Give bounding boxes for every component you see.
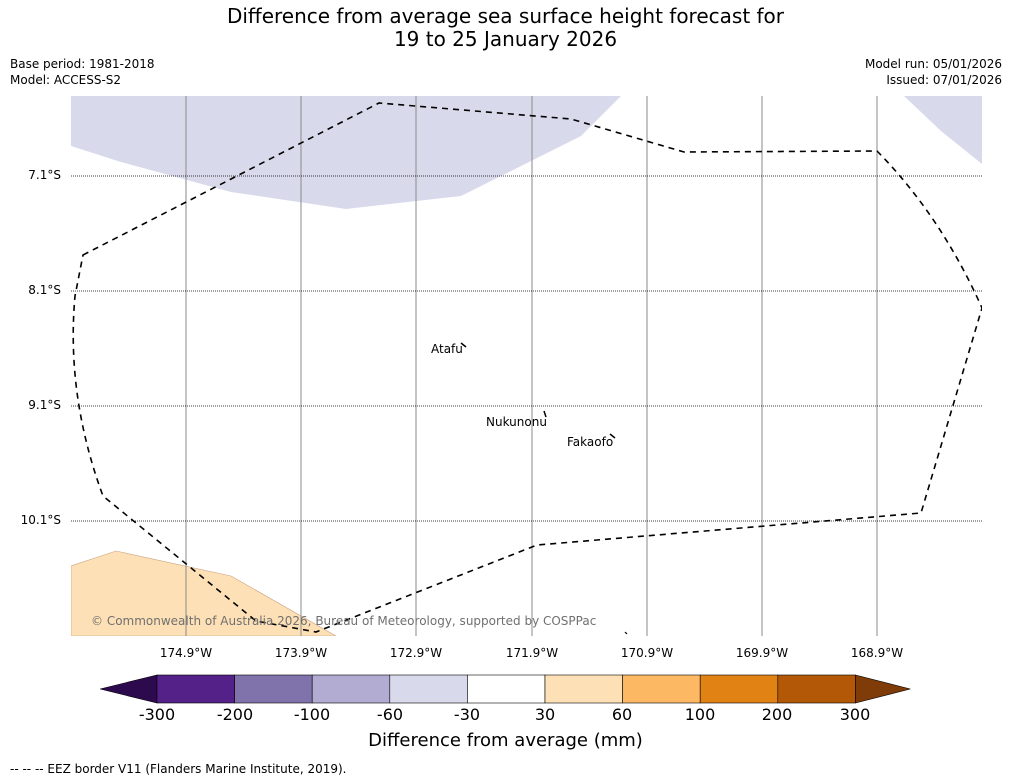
latitude-label-3: 9.1°S [28, 398, 61, 412]
longitude-grid [185, 96, 878, 636]
meta-right: Model run: 05/01/2026 Issued: 07/01/2026 [865, 56, 1002, 88]
base-period: Base period: 1981-2018 [10, 57, 155, 71]
colorbar-tick-label: 60 [611, 705, 633, 724]
colorbar-tick-label: 300 [839, 705, 871, 724]
atafu-atoll-mark [460, 342, 467, 348]
colorbar-extension-low [100, 674, 158, 704]
latitude-label-4: 10.1°S [20, 513, 61, 527]
eez-border [72, 102, 982, 633]
title-line-2: 19 to 25 January 2026 [393, 27, 618, 51]
colorbar-extension-high [855, 674, 911, 704]
model-name: Model: ACCESS-S2 [10, 73, 122, 87]
colorbar-swatch [467, 674, 546, 704]
map-panel [71, 96, 982, 636]
meta-left: Base period: 1981-2018 Model: ACCESS-S2 [10, 56, 155, 88]
colorbar-tick-label: -200 [216, 705, 254, 724]
colorbar-swatch [156, 674, 235, 704]
colorbar-tick-label: 30 [534, 705, 556, 724]
islet-mark [624, 631, 628, 635]
anomaly-region-negative-north [71, 96, 621, 209]
colorbar-tick-label: 100 [684, 705, 716, 724]
colorbar-swatch [389, 674, 468, 704]
colorbar-swatch [699, 674, 779, 704]
longitude-label-5: 170.9°W [620, 646, 674, 660]
longitude-label-4: 171.9°W [505, 646, 559, 660]
fakaofo-atoll-mark [609, 433, 616, 439]
latitude-label-1: 7.1°S [28, 168, 61, 182]
longitude-label-3: 172.9°W [389, 646, 443, 660]
anomaly-region-positive-southwest [71, 550, 337, 636]
longitude-label-6: 169.9°W [735, 646, 789, 660]
colorbar-tick-label: -30 [453, 705, 481, 724]
colorbar-swatch [311, 674, 391, 704]
colorbar-swatches [100, 674, 911, 704]
place-label-fakaofo: Fakaofo [567, 435, 614, 449]
model-run: Model run: 05/01/2026 [864, 57, 1002, 71]
map-title: Difference from average sea surface heig… [0, 5, 1011, 51]
longitude-label-7: 168.9°W [850, 646, 904, 660]
latitude-label-2: 8.1°S [28, 283, 61, 297]
footer-eez-note: -- -- -- EEZ border V11 (Flanders Marine… [10, 762, 347, 776]
colorbar-tick-label: 200 [761, 705, 793, 724]
longitude-label-2: 173.9°W [274, 646, 328, 660]
latitude-grid [71, 175, 982, 522]
title-line-1: Difference from average sea surface heig… [226, 4, 785, 28]
colorbar-swatch [234, 674, 313, 704]
anomaly-region-negative-northeast [904, 96, 982, 164]
longitude-label-1: 174.9°W [159, 646, 213, 660]
colorbar [100, 674, 911, 704]
place-label-nukunonu: Nukunonu [486, 415, 547, 429]
issued-date: Issued: 07/01/2026 [886, 73, 1002, 87]
colorbar-tick-label: -60 [376, 705, 404, 724]
colorbar-swatch [622, 674, 701, 704]
colorbar-tick-label: -300 [138, 705, 176, 724]
colorbar-tick-label: -100 [293, 705, 331, 724]
colorbar-label: Difference from average (mm) [368, 730, 643, 751]
place-label-atafu: Atafu [431, 342, 463, 356]
nukunonu-atoll-mark [543, 410, 547, 418]
colorbar-swatch [544, 674, 623, 704]
copyright-notice: © Commonwealth of Australia 2026, Bureau… [91, 614, 597, 628]
colorbar-swatch [777, 674, 856, 704]
